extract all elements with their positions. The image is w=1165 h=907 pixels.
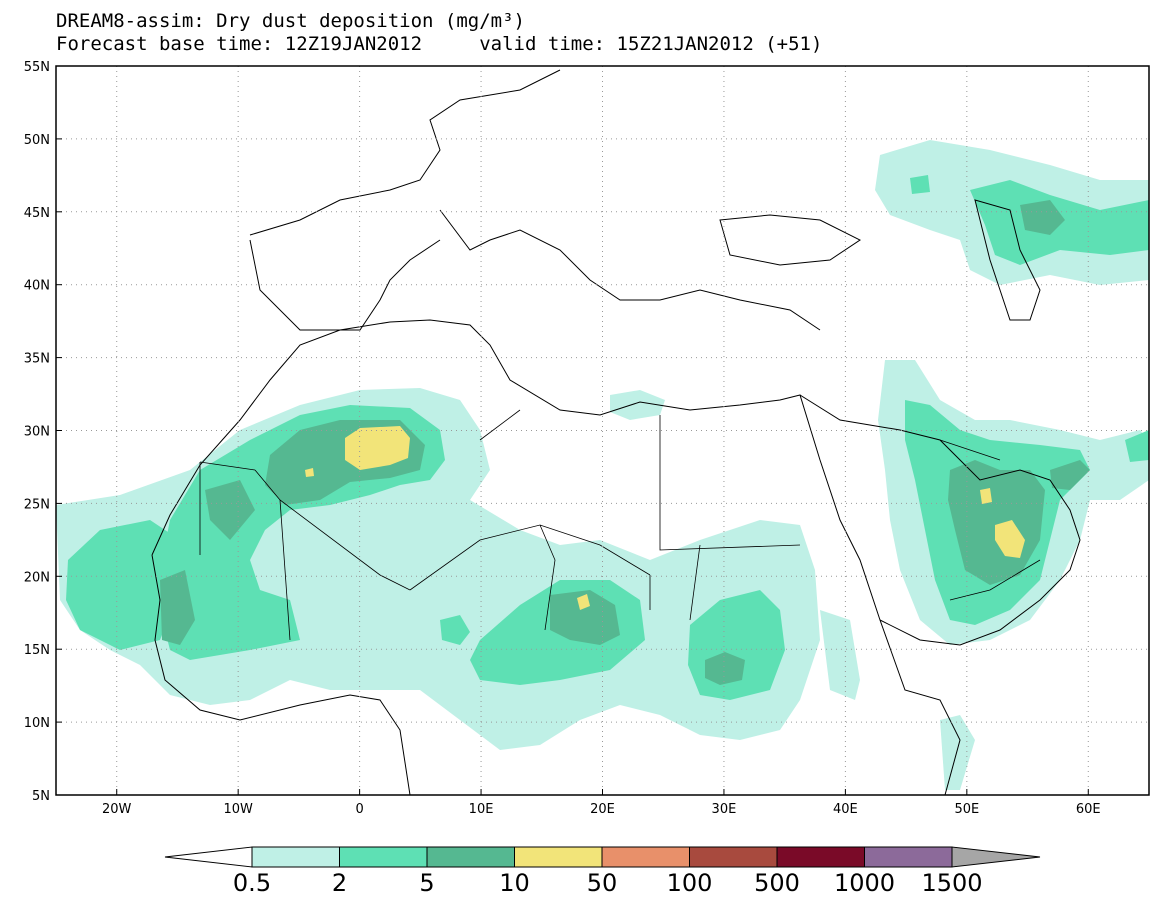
coastlines-and-borders [151,69,1081,795]
coastline-iberia [249,239,441,331]
dust-area-sahara-spot [305,468,314,477]
lat-tick-label: 5N [32,789,50,804]
legend-swatch [251,846,340,868]
latitude-tick-labels: 55N 50N 45N 40N 35N 30N 25N 20N 15N 10N 5N [24,60,50,804]
legend-label: 50 [586,869,618,897]
lon-tick-label: 20W [102,802,132,817]
color-legend-bar [164,846,1041,868]
legend-swatch [426,846,515,868]
dust-area-mauritania [66,520,180,650]
lat-tick-label: 40N [24,279,50,294]
coastline-arabia [799,394,1081,646]
lat-tick-label: 30N [24,425,50,440]
lat-tick-label: 10N [24,716,50,731]
dust-area-senegal [160,570,195,645]
lon-tick-label: 0 [355,802,363,817]
lat-tick-label: 25N [24,497,50,512]
border-lines [199,409,1041,641]
lon-tick-label: 60E [1076,802,1101,817]
dust-area-niger-spot [440,615,470,645]
legend-label: 500 [754,869,800,897]
coastline-africa [151,319,961,795]
dust-area-iran-spot [1125,430,1149,462]
contour-level-10 [305,426,1025,610]
lon-tick-label: 10E [469,802,494,817]
legend-swatch [864,846,953,868]
legend-swatch [514,846,603,868]
axis-ticks [56,65,1089,796]
legend-arrow-high [951,846,1041,868]
lon-tick-label: 10W [223,802,253,817]
dust-area-arabia-peak [995,520,1025,558]
lat-lon-grid [56,66,1149,795]
dust-area-sudan-core [705,652,745,685]
legend-swatch [601,846,690,868]
dust-area-aral [1020,200,1065,235]
legend-swatch [776,846,865,868]
legend-label: 1500 [921,869,983,897]
lon-tick-label: 40E [833,802,858,817]
dust-area-gulf-east [1050,460,1090,490]
legend-label: 0.5 [232,869,272,897]
dust-area-libya [610,390,665,420]
lon-tick-label: 30E [712,802,737,817]
lat-tick-label: 15N [24,643,50,658]
dust-area-red-sea [820,610,860,700]
lat-tick-label: 50N [24,133,50,148]
lat-tick-label: 20N [24,570,50,585]
lon-tick-label: 20E [590,802,615,817]
dust-contour-fields [56,69,1149,795]
lon-tick-label: 50E [954,802,979,817]
legend-label: 100 [666,869,713,897]
forecast-time-subtitle: Forecast base time: 12Z19JAN2012 valid t… [56,33,823,55]
lat-tick-label: 35N [24,352,50,367]
legend-label: 10 [499,869,530,897]
dust-area-east-africa [940,715,975,790]
legend-label: 5 [419,869,435,897]
dust-area-kazakh-spot [910,175,930,194]
legend-swatch [689,846,778,868]
lat-tick-label: 55N [24,60,50,75]
legend-label: 1000 [833,869,896,897]
coastline-west-africa [151,554,411,795]
coastline-caspian [974,199,1041,321]
coastline-europe [249,69,821,331]
dust-area-mali-strip [205,480,255,540]
legend-label: 2 [331,869,348,897]
dust-area-chad-peak [577,594,590,610]
coastline-black-sea [719,214,861,266]
dust-area-algeria-peak [345,426,410,470]
legend-swatch [339,846,428,868]
map-title: DREAM8-assim: Dry dust deposition (mg/m³… [56,10,525,32]
legend-arrow-low [164,846,253,868]
dust-area-gulf-peak [980,488,992,504]
longitude-tick-labels: 20W 10W 0 10E 20E 30E 40E 50E 60E [102,802,1101,817]
lat-tick-label: 45N [24,206,50,221]
